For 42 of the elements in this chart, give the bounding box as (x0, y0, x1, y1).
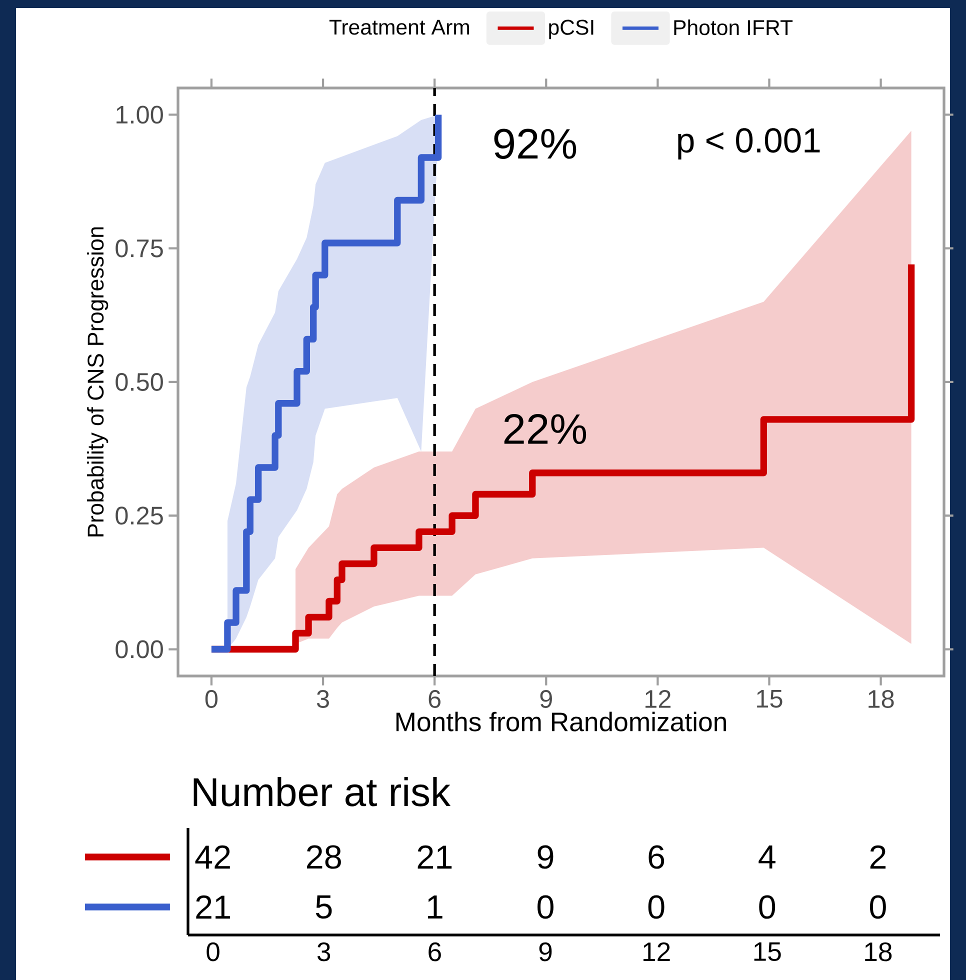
category-label: 18 (865, 942, 892, 962)
annotation: 92% (494, 128, 576, 159)
data-label: 21 (196, 895, 230, 919)
y-tick-label: 0.00 (116, 640, 163, 658)
category-label: 12 (644, 942, 670, 961)
data-label: 0 (759, 895, 776, 919)
x-axis-title: Months from Randomization (396, 712, 726, 732)
legend-title: Treatment Arm (329, 20, 469, 35)
legend-label: pCSI (549, 20, 594, 40)
data-label: 4 (758, 846, 776, 868)
y-tick-label: 0.50 (116, 373, 163, 391)
legend-label: Photon IFRT (674, 19, 793, 36)
category-label: 9 (538, 845, 554, 869)
x-tick-label: 12 (646, 690, 671, 708)
data-label: 21 (418, 845, 452, 869)
y-tick-label: 0.75 (116, 239, 163, 258)
y-axis-title: Probability of CNS Progression (87, 227, 108, 536)
x-tick-label: 18 (868, 690, 894, 708)
data-label: 6 (648, 845, 664, 869)
category-label: 15 (754, 942, 781, 961)
x-tick-label: 0 (205, 690, 218, 708)
y-tick-label: 0.25 (116, 506, 163, 525)
text: Number at risk (194, 776, 451, 806)
data-label: 0 (648, 895, 664, 919)
category-label: 6 (428, 942, 441, 962)
data-label: 28 (307, 845, 341, 869)
data-label: 5 (316, 895, 332, 919)
annotation: 22% (504, 414, 586, 444)
x-tick-label: 3 (316, 690, 329, 708)
y-tick-label: 1.00 (116, 106, 163, 124)
data-label: 42 (195, 845, 230, 869)
category-label: 3 (317, 942, 330, 962)
category-label: 0 (206, 942, 220, 962)
data-label: 0 (870, 895, 886, 919)
x-tick-label: 9 (540, 690, 552, 708)
data-label: 1 (428, 896, 442, 918)
x-tick-label: 15 (757, 690, 782, 708)
x-tick-label: 6 (428, 690, 440, 708)
data-label: 0 (538, 895, 554, 919)
data-label: 9 (539, 942, 552, 962)
annotation: p < 0.001 (678, 128, 820, 160)
data-label: 2 (870, 845, 886, 869)
